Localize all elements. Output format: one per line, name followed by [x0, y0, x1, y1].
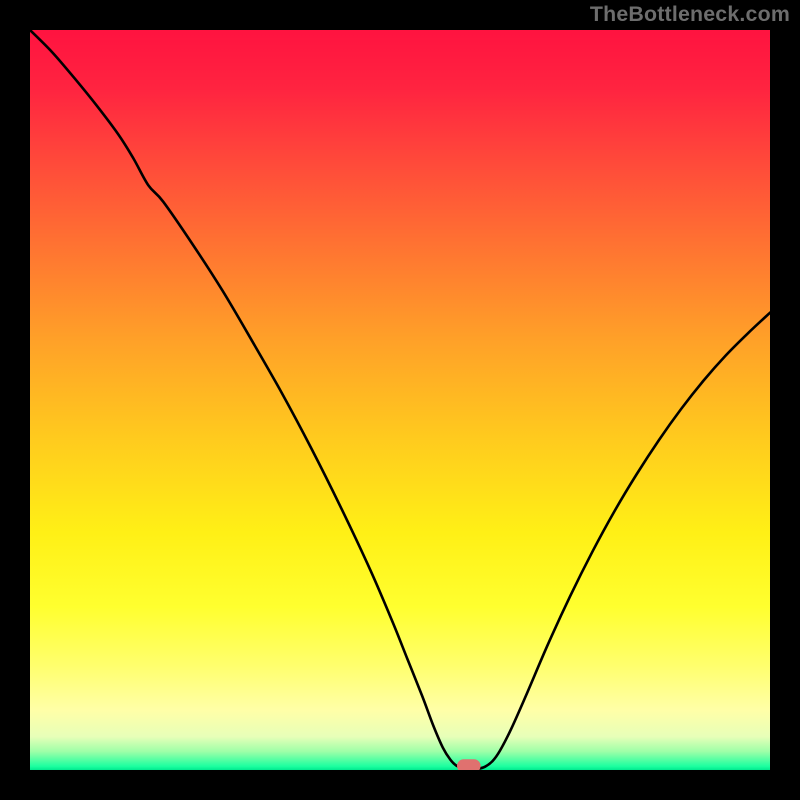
watermark-label: TheBottleneck.com	[590, 2, 790, 27]
chart-frame: TheBottleneck.com	[0, 0, 800, 800]
gradient-background	[30, 30, 770, 770]
optimum-marker	[457, 759, 481, 770]
plot-area	[30, 30, 770, 770]
plot-svg	[30, 30, 770, 770]
